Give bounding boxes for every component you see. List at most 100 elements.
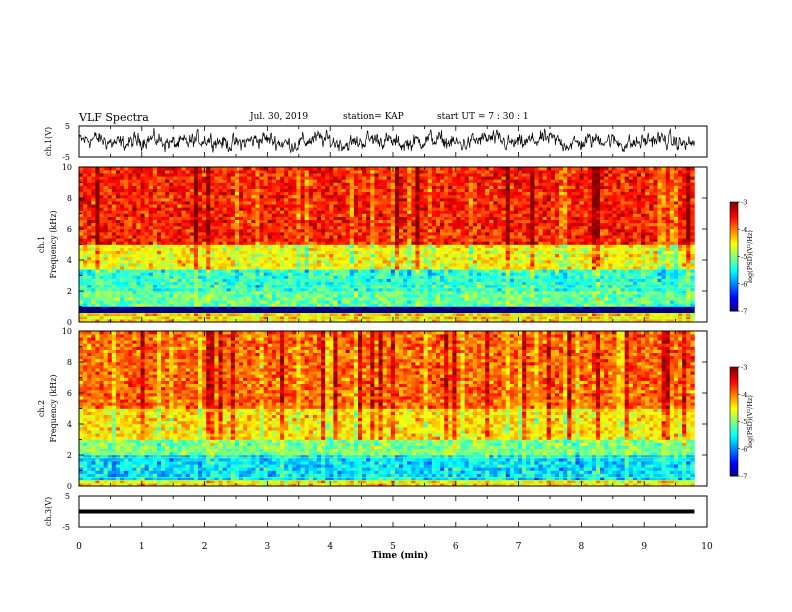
ch2-colorbar-segment [730, 401, 738, 404]
ch1-colorbar-segment [730, 260, 738, 263]
ch1-y-tick-label: 5 [65, 122, 70, 131]
ch2-colorbar-segment [730, 417, 738, 421]
ch1-colorbar-segment [730, 274, 738, 277]
ch1-colorbar-segment [730, 234, 738, 238]
ch2-y-tick-label: 0 [67, 482, 72, 491]
ch2-colorbar-segment [730, 386, 738, 390]
ch1-colorbar-segment [730, 307, 738, 310]
ch1-colorbar-tick-label: -3 [741, 199, 747, 207]
ch2-colorbar-segment [730, 428, 738, 432]
ch1-colorbar-segment [730, 287, 738, 290]
ch1-colorbar-segment [730, 294, 738, 297]
ch2-colorbar-segment [730, 421, 738, 424]
ch1-colorbar-segment [730, 301, 738, 305]
ch1-colorbar-segment [730, 276, 738, 279]
ch1-y-tick-label: 2 [67, 287, 72, 296]
ch2-colorbar-segment [730, 441, 738, 444]
ch2-colorbar-segment [730, 466, 738, 470]
ch1-waveform-line [78, 127, 695, 153]
ch1-colorbar-segment [730, 283, 738, 287]
ch1-colorbar-segment [730, 292, 738, 296]
ch1-colorbar-segment [730, 271, 738, 274]
ch1-colorbar-segment [730, 278, 738, 281]
ch2-channel-label: ch.2 [37, 400, 46, 417]
ch2-colorbar-segment [730, 406, 738, 410]
ch2-colorbar-tick-label: -4 [741, 391, 747, 399]
ch1-colorbar-tick-label: -5 [741, 253, 747, 261]
ch1-colorbar-segment [730, 291, 738, 294]
start-time-label: start UT = 7 : 30 : 1 [437, 112, 529, 122]
ch1-colorbar-segment [730, 203, 738, 207]
ch2-y-axis-label: Frequency (kHz) [49, 374, 58, 442]
ch2-spectrogram-cells [79, 331, 695, 487]
ch2-colorbar-segment [730, 370, 738, 373]
ch1-colorbar-segment [730, 300, 738, 303]
x-axis-label: Time (min) [372, 550, 429, 561]
ch2-colorbar-segment [730, 446, 738, 450]
ch2-colorbar-segment [730, 405, 738, 408]
ch2-colorbar-label: log(PSD)(V²/Hz) [746, 395, 754, 448]
ch2-colorbar-tick-label: -3 [741, 364, 747, 372]
ch1-colorbar-segment [730, 232, 738, 236]
ch2-colorbar-segment [730, 437, 738, 441]
ch2-y-tick-label: 2 [67, 451, 72, 460]
ch1-colorbar-segment [730, 231, 738, 234]
x-tick-label: 9 [641, 542, 647, 552]
ch1-colorbar-segment [730, 205, 738, 208]
ch2-colorbar-segment [730, 472, 738, 475]
ch1-colorbar-segment [730, 254, 738, 257]
x-tick-label: 8 [579, 542, 585, 552]
ch1-colorbar-segment [730, 207, 738, 210]
ch1-y-tick-label: 10 [62, 163, 72, 172]
ch2-colorbar-segment [730, 432, 738, 435]
ch3-y-tick-label: -5 [62, 523, 70, 532]
ch1-colorbar-segment [730, 236, 738, 239]
ch1-colorbar-segment [730, 209, 738, 212]
ch1-spectrogram-cells [79, 167, 695, 323]
ch2-colorbar-segment [730, 474, 738, 477]
ch2-colorbar-segment [730, 454, 738, 457]
ch2-colorbar-segment [730, 416, 738, 419]
ch2-colorbar-segment [730, 408, 738, 412]
ch2-colorbar-segment [730, 430, 738, 433]
ch2-colorbar-segment [730, 377, 738, 381]
ch1-colorbar-segment [730, 214, 738, 218]
ch2-colorbar-segment [730, 414, 738, 417]
ch2-colorbar-segment [730, 394, 738, 397]
x-tick-label: 6 [453, 542, 459, 552]
x-tick-label: 3 [265, 542, 271, 552]
ch2-colorbar-segment [730, 439, 738, 442]
ch2-colorbar-segment [730, 383, 738, 386]
station-label: station= KAP [343, 112, 404, 122]
ch1-colorbar-segment [730, 285, 738, 288]
ch2-colorbar-tick-label: -6 [741, 445, 747, 453]
ch2-colorbar-segment [730, 390, 738, 393]
ch1-colorbar-segment [730, 303, 738, 307]
ch2-colorbar-segment [730, 436, 738, 439]
ch1-y-tick-label: 0 [67, 318, 72, 327]
x-tick-label: 7 [516, 542, 522, 552]
ch1-colorbar-segment [730, 261, 738, 265]
ch2-y-tick-label: 8 [67, 358, 72, 367]
ch1-colorbar-segment [730, 265, 738, 268]
ch1-colorbar-segment [730, 223, 738, 227]
ch1-colorbar-tick-label: -4 [741, 226, 747, 234]
ch1-channel-label: ch.1 [37, 236, 46, 253]
ch1-colorbar-segment [730, 258, 738, 261]
ch1-colorbar-segment [730, 251, 738, 254]
ch1-colorbar-segment [730, 296, 738, 299]
ch3-y-axis-label: ch.3(V) [44, 497, 53, 526]
ch1-colorbar-segment [730, 202, 738, 205]
ch1-colorbar-segment [730, 241, 738, 245]
ch2-colorbar-segment [730, 468, 738, 472]
ch2-colorbar-segment [730, 368, 738, 372]
ch1-colorbar-segment [730, 298, 738, 301]
x-tick-label: 0 [76, 542, 82, 552]
chart-title: VLF Spectra [79, 111, 149, 124]
ch2-colorbar-segment [730, 412, 738, 415]
ch2-colorbar-segment [730, 379, 738, 383]
ch2-colorbar-segment [730, 376, 738, 379]
x-tick-label: 2 [202, 542, 208, 552]
ch1-y-tick-label: 8 [67, 194, 72, 203]
ch1-colorbar-tick-label: -7 [741, 308, 747, 316]
